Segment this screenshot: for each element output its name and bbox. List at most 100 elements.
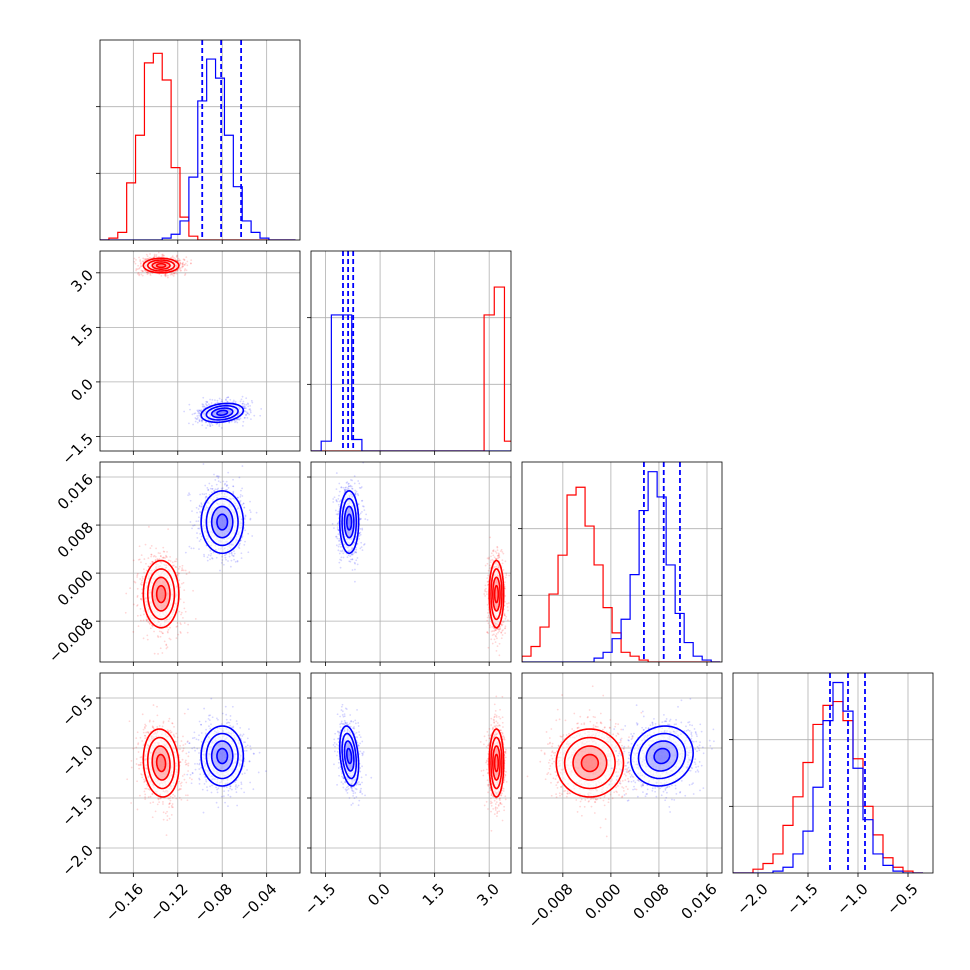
red-contour-line: [490, 568, 503, 621]
x-tick-label: 1.5: [419, 880, 449, 910]
blue-contour-fill: [211, 408, 233, 418]
red-contour-line: [146, 568, 176, 621]
blue-density-fill: [646, 741, 678, 771]
x-tick-label: −0.008: [525, 880, 577, 932]
x-tick-label: 0.000: [582, 880, 625, 923]
red-contour-line: [580, 753, 600, 773]
panel-2-0: −0.008 0.000 0.008 0.016: [45, 461, 301, 666]
y-tick-label: −0.5: [59, 691, 97, 729]
red-contour-fill: [152, 261, 170, 270]
x-tick-label: 0.008: [630, 880, 673, 923]
red-density-fill: [156, 585, 166, 603]
blue-contour-line: [341, 732, 358, 780]
blue-contour-line: [216, 747, 229, 765]
red-contour-line: [555, 728, 625, 798]
panel-frame: [732, 672, 934, 874]
blue-histogram-step: [100, 58, 296, 240]
y-tick-label: −1.0: [59, 741, 97, 779]
panel-2-1: [307, 461, 512, 666]
panel-1-0: −1.5 0.0 1.5 3.0: [59, 250, 301, 468]
blue-contour-line: [343, 505, 355, 539]
blue-contour-line: [216, 409, 229, 416]
red-contour-fill: [492, 577, 501, 611]
y-tick-label: 0.0: [67, 375, 97, 405]
red-contour-line: [493, 584, 500, 604]
x-tick-label: −0.04: [235, 880, 280, 925]
red-density-fill: [581, 754, 599, 772]
grid: [100, 673, 300, 873]
y-tick-label: 0.000: [54, 566, 97, 609]
blue-histogram-step: [522, 471, 721, 662]
blue-histogram-step: [733, 681, 923, 873]
grid: [311, 462, 511, 662]
blue-contour-line: [629, 725, 694, 787]
blue-contour-fill: [201, 490, 244, 554]
panel-3-2: −0.008 0.000 0.008 0.016: [518, 672, 723, 932]
blue-contour-line: [210, 407, 234, 419]
blue-contour-fill: [201, 726, 244, 786]
red-contour-line: [488, 728, 505, 798]
blue-contour-line: [653, 747, 671, 765]
red-contour-line: [155, 584, 167, 604]
red-contour-line: [146, 259, 176, 272]
red-density-fill: [152, 577, 170, 611]
blue-contour-line: [645, 740, 679, 772]
panel-2-2: [518, 461, 723, 666]
panel-frame: [310, 672, 512, 874]
x-tick-label: −1.0: [833, 880, 871, 918]
x-tick-label: −1.5: [783, 880, 821, 918]
red-contour-fill: [156, 585, 166, 603]
red-histogram-step: [311, 286, 511, 451]
red-contour-line: [151, 745, 171, 781]
panel-frame: [99, 39, 301, 241]
grid: [100, 462, 300, 662]
blue-contour-fill: [646, 741, 678, 771]
blue-density-fill: [211, 741, 233, 771]
blue-density-fill: [216, 748, 228, 764]
red-contour-line: [488, 559, 505, 629]
blue-contour-line: [205, 497, 239, 547]
x-tick-label: 0.0: [364, 880, 394, 910]
blue-contour-fill: [344, 741, 354, 771]
red-contour-line: [563, 736, 616, 790]
grid: [733, 673, 933, 873]
x-tick-label: 3.0: [473, 880, 503, 910]
blue-density-fill: [344, 741, 354, 771]
blue-contour-fill: [216, 748, 228, 764]
blue-contour-line: [205, 404, 239, 421]
blue-contour-line: [205, 732, 239, 780]
blue-contour-line: [346, 747, 353, 765]
blue-contour-line: [338, 490, 360, 555]
red-histogram-step: [522, 486, 721, 662]
panel-1-1: [307, 250, 512, 455]
panel-frame: [521, 672, 723, 874]
y-tick-label: 0.016: [54, 470, 97, 513]
blue-density-fill: [211, 408, 233, 418]
x-tick-label: −0.16: [102, 880, 147, 925]
red-contour-fill: [492, 746, 501, 780]
y-tick-label: −1.5: [59, 791, 97, 829]
blue-contour-fill: [216, 514, 228, 530]
red-contour-line: [142, 559, 180, 629]
red-contour-fill: [581, 754, 599, 772]
blue-contour-line: [210, 505, 234, 539]
red-contour-line: [492, 576, 501, 612]
blue-contour-line: [210, 740, 234, 772]
blue-contour-fill: [211, 506, 233, 538]
red-contour-line: [492, 745, 501, 781]
blue-density-fill: [346, 514, 352, 530]
red-contour-fill: [156, 754, 166, 772]
blue-density-fill: [654, 748, 670, 764]
red-contour-line: [151, 576, 171, 612]
blue-contour-line: [343, 740, 355, 772]
x-tick-label: 0.016: [678, 880, 721, 923]
red-contour-line: [142, 728, 180, 798]
red-contour-line: [155, 262, 167, 269]
red-density-fill: [152, 746, 170, 780]
blue-contour-fill: [654, 748, 670, 764]
blue-contour-fill: [339, 726, 359, 786]
panel-frame: [310, 461, 512, 663]
blue-contour-line: [216, 513, 229, 531]
y-tick-label: 1.5: [67, 321, 97, 351]
panel-0-0: [96, 39, 301, 244]
